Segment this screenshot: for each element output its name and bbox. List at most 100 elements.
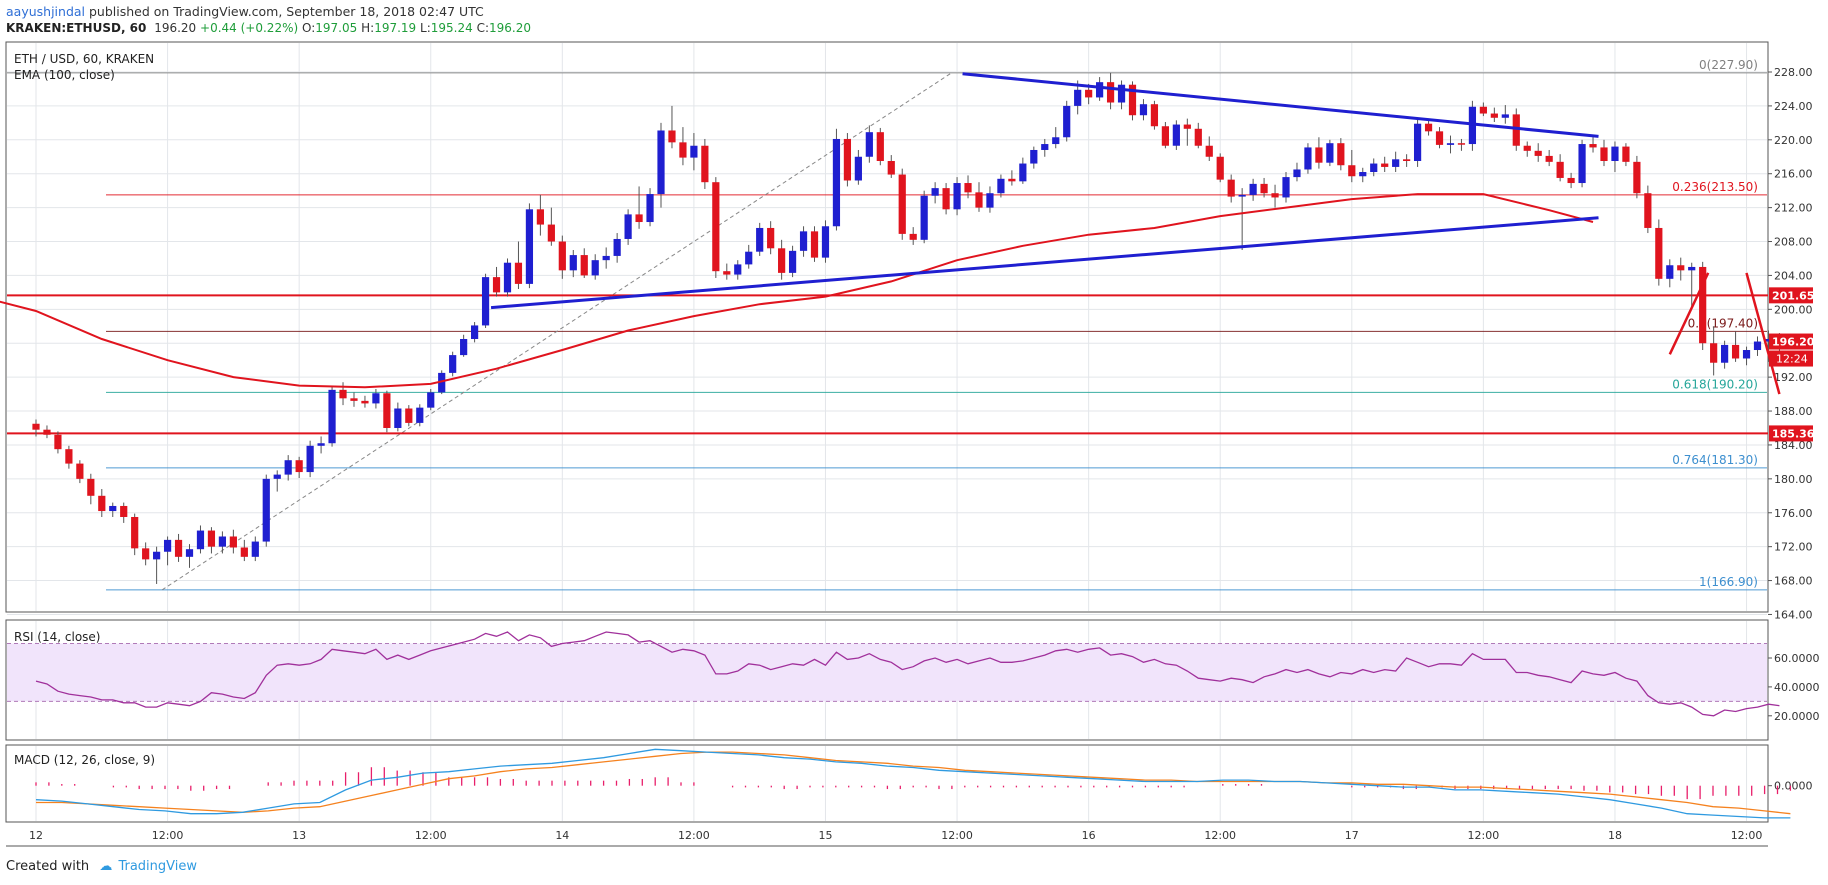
candle-up [591, 260, 599, 276]
time-tick-label: 15 [818, 829, 832, 842]
candle-down [536, 209, 544, 225]
candles [32, 72, 1784, 584]
price-tick-label: 184.00 [1774, 439, 1813, 452]
price-tick-label: 168.00 [1774, 575, 1813, 588]
candle-down [1545, 155, 1553, 162]
candle-up [1172, 124, 1180, 146]
trendline [962, 72, 1599, 138]
ema-100-line [0, 193, 1594, 389]
last-price-label: 196.20 [1772, 336, 1815, 349]
candle-down [32, 423, 40, 430]
candle-up [163, 539, 172, 552]
candle-down [43, 429, 51, 435]
time-tick-label: 12:00 [1468, 829, 1500, 842]
price-levels: 201.65 185.36 [7, 287, 1815, 442]
candle-up [1753, 341, 1762, 351]
candle-up [1052, 137, 1060, 145]
main-pane-title: ETH / USD, 60, KRAKEN [14, 52, 154, 66]
candle-down [1523, 145, 1531, 151]
candle-up [481, 277, 490, 326]
price-tag [1769, 425, 1813, 442]
candle-up [1074, 89, 1082, 106]
candle-up [690, 145, 698, 158]
candle-up [986, 193, 994, 208]
candle-down [65, 449, 73, 464]
time-tick-label: 12:00 [1204, 829, 1236, 842]
candle-down [1677, 265, 1685, 271]
fib-dashed-line [161, 72, 952, 591]
l-value: 195.24 [430, 21, 473, 35]
candle-down [1699, 266, 1707, 344]
candle-up [416, 407, 424, 423]
candle-down [1315, 147, 1323, 163]
candle-down [98, 495, 106, 512]
candle-down [909, 233, 917, 240]
candle-down [1534, 150, 1542, 156]
candle-down [1194, 128, 1202, 146]
price-tick-label: 216.00 [1774, 168, 1813, 181]
candle-down [350, 398, 358, 401]
candle-down [1216, 156, 1224, 180]
candle-down [1085, 89, 1093, 98]
time-tick-label: 18 [1608, 829, 1622, 842]
candle-up [832, 138, 841, 227]
candle-up [317, 443, 325, 446]
candle-up [196, 530, 205, 550]
candle-down [701, 145, 709, 183]
price-tick-label: 176.00 [1774, 507, 1813, 520]
price-tick-label: 204.00 [1774, 269, 1813, 282]
candle-down [723, 271, 731, 275]
published-text: published on TradingView.com, September … [89, 4, 484, 19]
price-tick-label: 180.00 [1774, 473, 1813, 486]
candle-down [1633, 161, 1641, 194]
candle-down [229, 536, 237, 548]
candle-up [569, 255, 577, 271]
symbol-label: KRAKEN:ETHUSD, 60 [6, 21, 147, 35]
candle-down [1205, 145, 1213, 157]
candle-down [1512, 114, 1520, 146]
publish-line: aayushjindal published on TradingView.co… [6, 4, 484, 19]
candle-down [1161, 126, 1169, 146]
candle-down [778, 248, 786, 273]
fib-label: 0.5(197.40) [1688, 316, 1758, 330]
candle-down [1479, 106, 1487, 114]
tradingview-brand[interactable]: TradingView [118, 859, 197, 874]
candle-down [1731, 344, 1740, 359]
tradingview-logo-icon[interactable]: ☁ [99, 859, 113, 874]
candle-down [1567, 177, 1575, 184]
candle-up [449, 355, 457, 373]
candle-up [657, 130, 665, 195]
time-tick-label: 12:00 [415, 829, 447, 842]
countdown-label: 12:24 [1776, 353, 1808, 366]
candle-down [887, 160, 895, 175]
candle-down [1183, 124, 1191, 129]
candle-up [1688, 266, 1696, 271]
candle-up [756, 227, 764, 252]
price-tag-label: 201.65 [1772, 289, 1814, 302]
candle-up [1139, 104, 1148, 116]
last-price-text: 196.20 [154, 21, 197, 35]
fib-label: 0.236(213.50) [1672, 180, 1758, 194]
candle-up [1721, 344, 1729, 363]
candle-down [142, 548, 150, 560]
candle-down [668, 130, 676, 143]
candle-down [1710, 343, 1718, 363]
candle-down [1644, 193, 1652, 228]
candle-down [1622, 146, 1630, 162]
candle-up [306, 445, 314, 473]
candle-down [1260, 183, 1268, 194]
time-tick-label: 12:00 [1731, 829, 1763, 842]
candle-up [920, 195, 928, 240]
candle-up [646, 194, 654, 223]
candle-up [284, 460, 292, 475]
candle-up [1326, 143, 1334, 163]
author-link[interactable]: aayushjindal [6, 4, 86, 19]
price-tag [1769, 287, 1813, 304]
time-tick-label: 12:00 [678, 829, 710, 842]
candle-up [1742, 350, 1751, 359]
candle-up [1666, 265, 1674, 279]
price-tick-label: 172.00 [1774, 541, 1813, 554]
macd-pane: 0.0000 [35, 748, 1813, 819]
candle-up [251, 541, 259, 557]
